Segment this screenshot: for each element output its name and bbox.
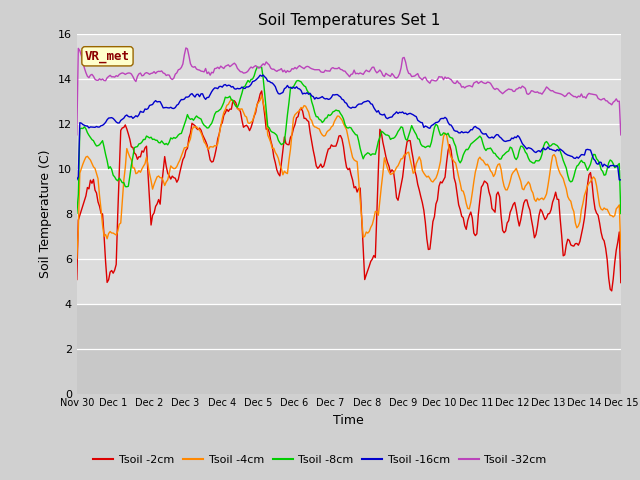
Y-axis label: Soil Temperature (C): Soil Temperature (C)	[39, 149, 52, 278]
Title: Soil Temperatures Set 1: Soil Temperatures Set 1	[258, 13, 440, 28]
X-axis label: Time: Time	[333, 414, 364, 427]
Bar	[77, 303, 621, 394]
Text: VR_met: VR_met	[85, 50, 130, 63]
Legend: Tsoil -2cm, Tsoil -4cm, Tsoil -8cm, Tsoil -16cm, Tsoil -32cm: Tsoil -2cm, Tsoil -4cm, Tsoil -8cm, Tsoi…	[89, 451, 551, 469]
